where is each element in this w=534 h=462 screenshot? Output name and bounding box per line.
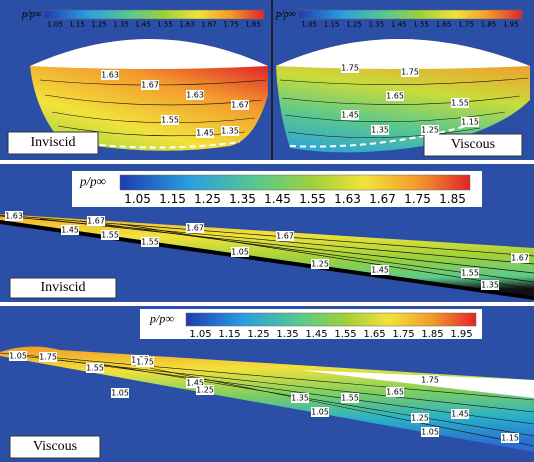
legend-tick-label: 1.15 bbox=[69, 21, 85, 29]
legend-title: p/p∞ bbox=[21, 9, 42, 20]
contour-label: 1.25 bbox=[311, 260, 329, 269]
contour-label: 1.75 bbox=[421, 376, 439, 385]
legend-tick-label: 1.63 bbox=[179, 21, 195, 29]
contour-label: 1.55 bbox=[341, 394, 359, 403]
contour-label: 1.63 bbox=[5, 212, 23, 221]
contour-label: 1.45 bbox=[341, 111, 359, 120]
legend-tick-label: 1.85 bbox=[245, 21, 261, 29]
legend-tick-label: 1.05 bbox=[124, 192, 151, 206]
legend-tick-label: 1.45 bbox=[264, 192, 291, 206]
contour-label: 1.35 bbox=[371, 126, 389, 135]
legend-tick-label: 1.75 bbox=[223, 21, 239, 29]
legend-tick-label: 1.85 bbox=[421, 329, 443, 340]
contour-label: 1.35 bbox=[481, 281, 499, 290]
contour-label: 1.63 bbox=[186, 91, 204, 100]
contour-label: 1.55 bbox=[86, 364, 104, 373]
legend-tick-label: 1.67 bbox=[369, 192, 396, 206]
contour-label: 1.75 bbox=[401, 68, 419, 77]
legend-tick-label: 1.55 bbox=[299, 192, 326, 206]
contour-label: 1.67 bbox=[141, 81, 159, 90]
contour-label: 1.75 bbox=[341, 64, 359, 73]
legend-tick-label: 1.45 bbox=[135, 21, 151, 29]
contour-label: 1.67 bbox=[186, 224, 204, 233]
legend-title: p/p∞ bbox=[149, 311, 174, 325]
legend-tick-label: 1.05 bbox=[301, 21, 317, 29]
legend-tick-label: 1.25 bbox=[194, 192, 221, 206]
contour-label: 1.05 bbox=[311, 408, 329, 417]
contour-label: 1.45 bbox=[61, 226, 79, 235]
contour-label: 1.15 bbox=[461, 118, 479, 127]
legend-tick-label: 1.55 bbox=[413, 21, 429, 29]
legend-tick-label: 1.95 bbox=[503, 21, 519, 29]
legend-tick-label: 1.35 bbox=[276, 329, 298, 340]
legend-tick-label: 1.35 bbox=[229, 192, 256, 206]
legend-tick-label: 1.25 bbox=[91, 21, 107, 29]
legend-tick-label: 1.35 bbox=[113, 21, 129, 29]
contour-label: 1.45 bbox=[371, 266, 389, 275]
colorbar bbox=[120, 175, 470, 190]
contour-label: 1.45 bbox=[196, 129, 214, 138]
contour-label: 1.55 bbox=[451, 99, 469, 108]
contour-label: 1.67 bbox=[511, 254, 529, 263]
legend-tick-label: 1.25 bbox=[247, 329, 269, 340]
legend-title: p/p∞ bbox=[275, 9, 296, 20]
contour-label: 1.25 bbox=[196, 386, 214, 395]
legend-tick-label: 1.55 bbox=[334, 329, 356, 340]
legend-tick-label: 1.85 bbox=[439, 192, 466, 206]
legend-tick-label: 1.15 bbox=[324, 21, 340, 29]
contour-label: 1.05 bbox=[111, 389, 129, 398]
contour-label: 1.75 bbox=[136, 358, 154, 367]
legend-tick-label: 1.63 bbox=[334, 192, 361, 206]
legend-tick-label: 1.05 bbox=[47, 21, 63, 29]
contour-label: 1.65 bbox=[386, 388, 404, 397]
contour-label: 1.67 bbox=[87, 217, 105, 226]
colorbar bbox=[298, 10, 522, 19]
contour-label: 1.45 bbox=[451, 410, 469, 419]
contour-label: 1.55 bbox=[101, 231, 119, 240]
legend-tick-label: 1.45 bbox=[391, 21, 407, 29]
contour-label: 1.67 bbox=[231, 101, 249, 110]
colorbar bbox=[44, 10, 264, 19]
contour-label: 1.75 bbox=[39, 353, 57, 362]
contour-label: 1.05 bbox=[231, 248, 249, 257]
legend-title: p/p∞ bbox=[79, 173, 106, 188]
legend-tick-label: 1.75 bbox=[404, 192, 431, 206]
contour-label: 1.55 bbox=[161, 116, 179, 125]
figure: Inviscid Viscous Inviscid Viscous p/p∞ 1.… bbox=[0, 0, 534, 462]
contour-label: 1.35 bbox=[221, 127, 239, 136]
legend-tick-label: 1.75 bbox=[392, 329, 414, 340]
contour-label: 1.15 bbox=[501, 434, 519, 443]
contour-label: 1.25 bbox=[421, 126, 439, 135]
panel-label: Inviscid bbox=[30, 135, 75, 150]
legend-tick-label: 1.15 bbox=[159, 192, 186, 206]
contour-label: 1.05 bbox=[421, 428, 439, 437]
legend-tick-label: 1.45 bbox=[305, 329, 327, 340]
panel-label: Inviscid bbox=[40, 280, 85, 295]
legend-tick-label: 1.25 bbox=[346, 21, 362, 29]
legend-tick-label: 1.85 bbox=[481, 21, 497, 29]
legend-tick-label: 1.15 bbox=[218, 329, 240, 340]
legend-tick-label: 1.55 bbox=[157, 21, 173, 29]
legend-tick-label: 1.75 bbox=[458, 21, 474, 29]
legend-tick-label: 1.67 bbox=[201, 21, 217, 29]
contour-label: 1.55 bbox=[141, 238, 159, 247]
legend-tick-label: 1.65 bbox=[436, 21, 452, 29]
panel-label: Viscous bbox=[451, 137, 495, 152]
contour-label: 1.65 bbox=[386, 92, 404, 101]
panel-label: Viscous bbox=[33, 439, 77, 454]
legend-tick-label: 1.35 bbox=[369, 21, 385, 29]
contour-label: 1.63 bbox=[101, 71, 119, 80]
contour-label: 1.25 bbox=[411, 414, 429, 423]
contour-label: 1.05 bbox=[9, 352, 27, 361]
contour-label: 1.35 bbox=[291, 394, 309, 403]
contour-label: 1.67 bbox=[276, 232, 294, 241]
legend-tick-label: 1.65 bbox=[363, 329, 385, 340]
legend-tick-label: 1.95 bbox=[450, 329, 472, 340]
colorbar bbox=[186, 313, 476, 326]
legend-tick-label: 1.05 bbox=[189, 329, 211, 340]
contour-label: 1.55 bbox=[461, 269, 479, 278]
